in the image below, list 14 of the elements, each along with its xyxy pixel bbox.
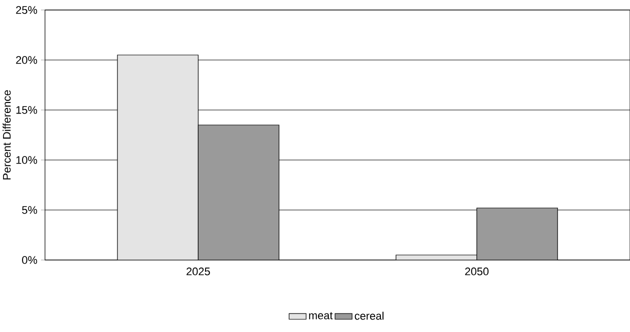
bar — [476, 208, 558, 260]
y-tick-label: 25% — [16, 6, 38, 14]
y-tick-label: 0% — [22, 256, 38, 264]
bar — [198, 124, 280, 260]
y-tick-label: 10% — [16, 156, 38, 164]
legend-label: cereal — [354, 312, 384, 320]
y-tick-label: 20% — [16, 56, 38, 64]
x-tick-label: 2050 — [465, 268, 489, 276]
x-tick-label: 2025 — [186, 268, 210, 276]
y-tick-label: 5% — [22, 206, 38, 214]
y-tick-label: 15% — [16, 106, 38, 114]
legend-label: meat — [309, 312, 333, 320]
y-axis-title: Percent Difference — [2, 90, 11, 180]
bar — [117, 54, 199, 260]
